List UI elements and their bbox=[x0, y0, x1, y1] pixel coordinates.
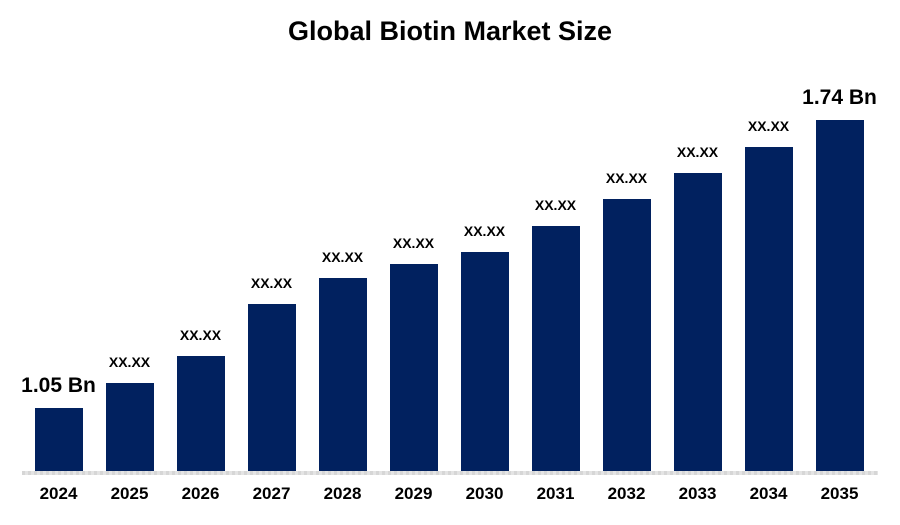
chart-title: Global Biotin Market Size bbox=[287, 16, 613, 46]
bar-value-label-2026: XX.XX bbox=[179, 327, 222, 343]
bar-column-2035: 1.74 Bn bbox=[802, 0, 877, 471]
x-axis-label-2025: 2025 bbox=[110, 484, 149, 503]
x-axis-label-2031: 2031 bbox=[536, 484, 575, 503]
bar-2035 bbox=[815, 120, 864, 471]
bar-column-2026: XX.XX bbox=[165, 0, 236, 471]
bar-2034 bbox=[744, 147, 793, 471]
bar-value-label-2029: XX.XX bbox=[392, 235, 435, 251]
bar-value-label-2035: 1.74 Bn bbox=[802, 86, 877, 109]
bar-2027 bbox=[247, 304, 296, 471]
bar-column-2034: XX.XX bbox=[733, 0, 804, 471]
bar-column-2031: XX.XX bbox=[520, 0, 591, 471]
bar-column-2024: 1.05 Bn bbox=[21, 0, 96, 471]
x-axis-labels: 2024 2025 2026 2027 2028 2029 2030 2031 2032 2033… bbox=[23, 484, 875, 504]
x-axis-label-2033: 2033 bbox=[678, 484, 717, 503]
x-axis-label-2034: 2034 bbox=[749, 484, 788, 503]
bar-value-label-2032: XX.XX bbox=[605, 170, 648, 186]
x-axis-label-2027: 2027 bbox=[252, 484, 291, 503]
x-axis-label-2032: 2032 bbox=[607, 484, 646, 503]
bar-2031 bbox=[531, 226, 580, 471]
bar-2033 bbox=[673, 173, 722, 471]
x-axis-label-2028: 2028 bbox=[323, 484, 362, 503]
bar-value-label-2028: XX.XX bbox=[321, 249, 364, 265]
bar-column-2028: XX.XX bbox=[307, 0, 378, 471]
x-axis-label-2024: 2024 bbox=[39, 484, 78, 503]
bar-column-2025: XX.XX bbox=[94, 0, 165, 471]
bar-value-label-2027: XX.XX bbox=[250, 275, 293, 291]
bar-column-2029: XX.XX bbox=[378, 0, 449, 471]
plot-area: 1.05 Bn XX.XX XX.XX XX.XX XX.XX XX.XX XX.XX XX.… bbox=[21, 0, 877, 471]
bar-value-label-2031: XX.XX bbox=[534, 197, 577, 213]
bar-column-2030: XX.XX bbox=[449, 0, 520, 471]
bar-2029 bbox=[389, 264, 438, 471]
bar-2025 bbox=[105, 383, 154, 471]
bar-value-label-2025: XX.XX bbox=[108, 354, 151, 370]
bar-column-2033: XX.XX bbox=[662, 0, 733, 471]
bar-2024 bbox=[34, 408, 83, 471]
bar-column-2027: XX.XX bbox=[236, 0, 307, 471]
bar-value-label-2030: XX.XX bbox=[463, 223, 506, 239]
x-axis-label-2030: 2030 bbox=[465, 484, 504, 503]
bar-value-label-2034: XX.XX bbox=[747, 118, 790, 134]
bar-value-label-2033: XX.XX bbox=[676, 144, 719, 160]
x-axis-label-2029: 2029 bbox=[394, 484, 433, 503]
bar-2032 bbox=[602, 199, 651, 471]
bar-value-label-2024: 1.05 Bn bbox=[21, 374, 96, 397]
bar-2028 bbox=[318, 278, 367, 471]
bar-2026 bbox=[176, 356, 225, 471]
x-axis-label-2026: 2026 bbox=[181, 484, 220, 503]
bar-2030 bbox=[460, 252, 509, 471]
x-axis-line bbox=[22, 471, 878, 475]
x-axis-label-2035: 2035 bbox=[820, 484, 859, 503]
bar-column-2032: XX.XX bbox=[591, 0, 662, 471]
